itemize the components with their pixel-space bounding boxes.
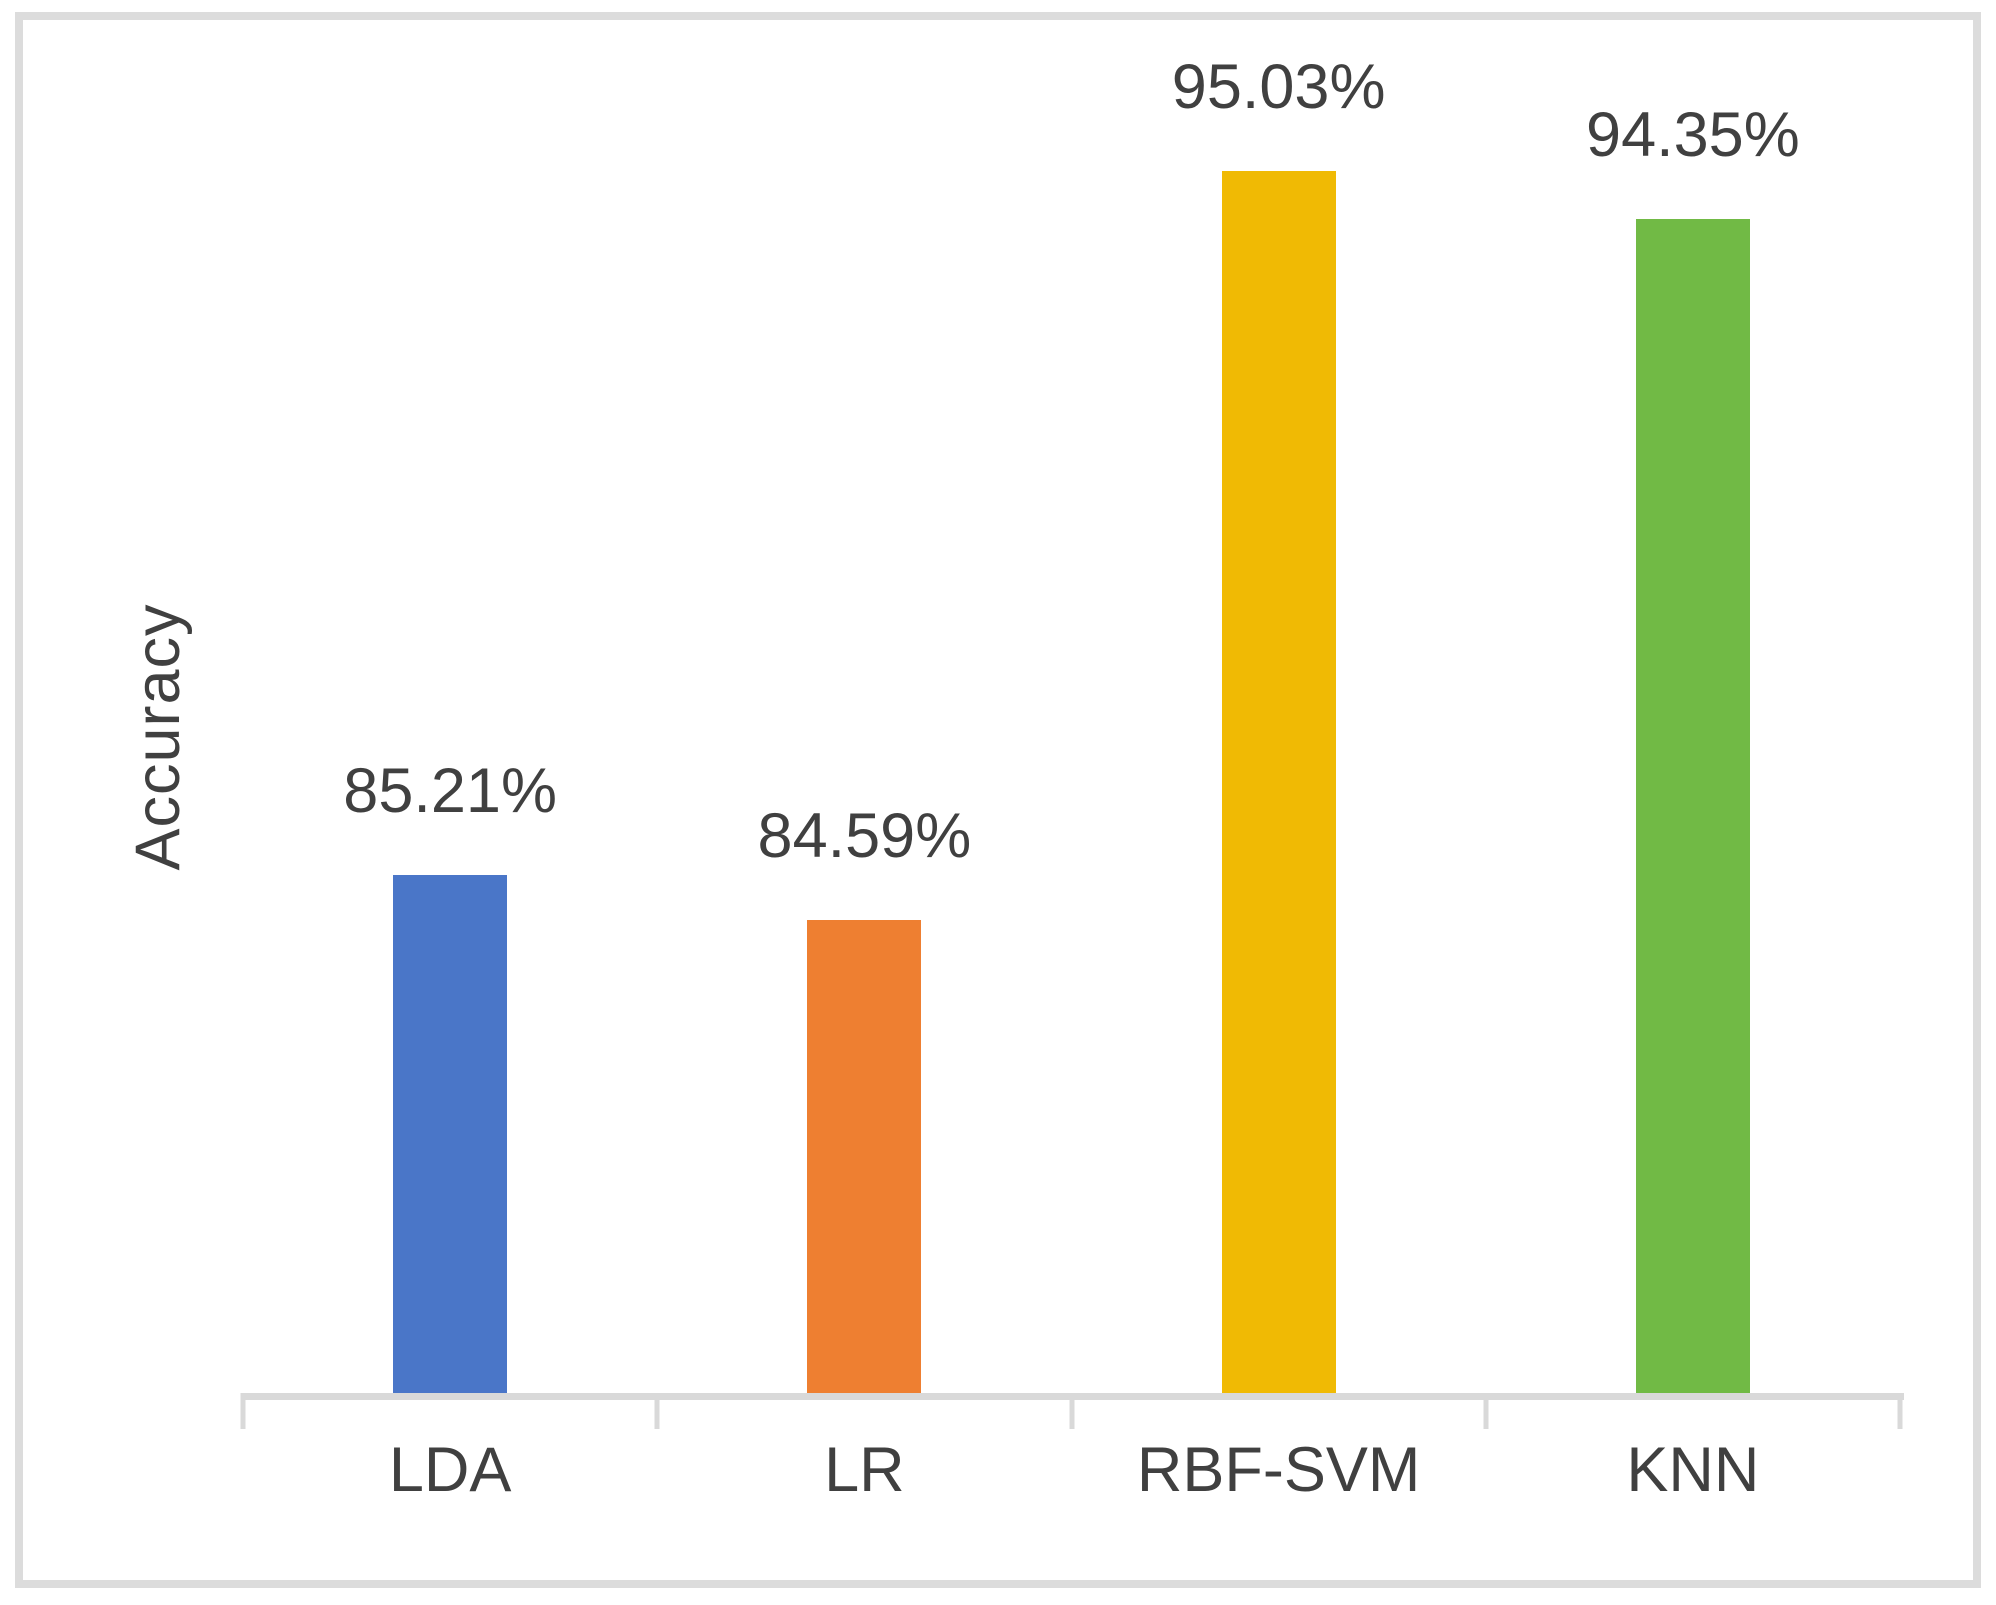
data-label-lr: 84.59% [757,800,972,871]
bar-knn [1635,219,1750,1393]
x-axis-tick [1483,1393,1489,1429]
x-axis-tick [1069,1393,1074,1429]
bar-lda [393,875,508,1393]
category-cell-rbf-svm: 95.03% RBF-SVM [1072,55,1486,1501]
category-cell-knn: 94.35% KNN [1486,65,1900,1502]
y-axis-title: Accuracy [123,603,193,871]
x-axis-label-lr: LR [824,1435,905,1505]
x-axis-tick [1897,1393,1903,1429]
x-axis-label-knn: KNN [1626,1435,1760,1505]
plot-area: 85.21% LDA 84.59% LR 95.03% RBF-SVM 94.35% KNN [240,55,1904,1502]
x-axis-label-rbf-svm: RBF-SVM [1136,1435,1421,1505]
data-label-lda: 85.21% [343,756,557,827]
bar-lr [807,919,922,1393]
category-cell-lr: 84.59% LR [657,65,1071,1501]
data-label-rbf-svm: 95.03% [1171,51,1386,122]
x-axis-tick [654,1393,660,1429]
x-axis-tick [240,1393,246,1429]
x-axis-label-lda: LDA [388,1435,512,1505]
bar-rbf-svm [1221,170,1336,1393]
category-cell-lda: 85.21% LDA [243,65,657,1502]
data-label-knn: 94.35% [1586,100,1800,171]
